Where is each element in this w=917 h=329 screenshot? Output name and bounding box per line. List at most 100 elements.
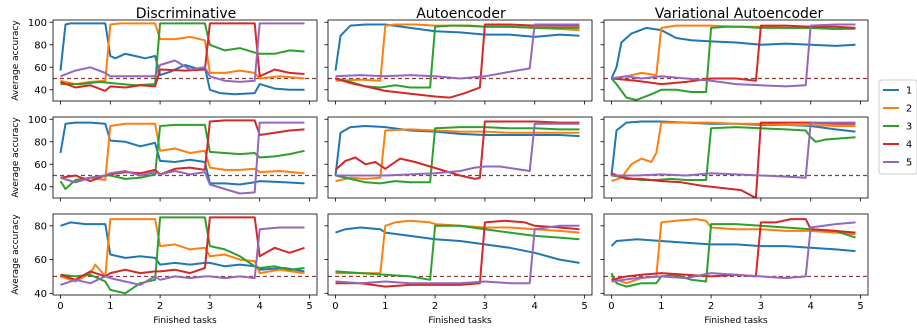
- series-line-3: [610, 223, 856, 288]
- axes-frame: [327, 213, 593, 296]
- panel-r2-c0: 40 60 80 0 1 2 3 4 5 Average accuracy Finished tas…: [11, 213, 318, 326]
- axes-frame: [603, 19, 869, 102]
- legend-item-5: 5: [883, 158, 912, 169]
- panel-r0-c1: [324, 19, 593, 105]
- y-tick-label: 40: [34, 289, 47, 300]
- panel-r1-c0: 40 60 80 100 Average accuracy: [11, 115, 318, 202]
- series-line-3: [335, 126, 580, 185]
- x-tick-label: 4: [532, 301, 538, 312]
- x-tick-label: 3: [758, 301, 764, 312]
- y-tick-label: 80: [34, 137, 47, 148]
- x-tick-label: 0: [332, 301, 338, 312]
- column-title-autoencoder: Autoencoder: [416, 6, 506, 22]
- x-tick-label: 1: [658, 301, 664, 312]
- panel-r2-c2: 0 1 2 3 4 5 Finished tasks: [600, 213, 869, 326]
- y-axis-label: Average accuracy: [11, 117, 21, 198]
- series-line-4: [611, 121, 856, 198]
- x-tick-label: 2: [708, 301, 714, 312]
- panel-r2-c1: 0 1 2 3 4 5 Finished tasks: [324, 213, 593, 326]
- series-line-1: [59, 22, 305, 96]
- legend-label: 3: [906, 122, 912, 133]
- axes-frame: [327, 19, 593, 102]
- legend-label: 1: [906, 86, 912, 97]
- series-line-3: [610, 25, 856, 101]
- panel-r0-c0: 40 60 80 100 Average accuracy: [11, 18, 318, 105]
- column-title-variational-autoencoder: Variational Autoencoder: [655, 6, 824, 22]
- x-axis-label: Finished tasks: [428, 316, 492, 326]
- series-line-4: [335, 219, 580, 288]
- x-tick-label: 0: [57, 301, 63, 312]
- series-line-5: [335, 224, 580, 285]
- plot-area: [604, 117, 868, 198]
- plot-area: [604, 20, 868, 101]
- y-tick-label: 100: [28, 115, 47, 126]
- x-tick-label: 1: [107, 301, 113, 312]
- axes-frame: [603, 116, 869, 199]
- x-tick-label: 4: [257, 301, 263, 312]
- plot-area: [328, 117, 592, 198]
- x-tick-label: 0: [608, 301, 614, 312]
- series-line-1: [335, 226, 580, 264]
- series-line-4: [335, 23, 580, 99]
- x-tick-label: 2: [157, 301, 163, 312]
- series-line-2: [611, 121, 856, 183]
- axes-frame: [603, 213, 869, 296]
- legend-item-1: 1: [883, 86, 912, 97]
- x-tick-label: 2: [432, 301, 438, 312]
- legend-items: 1 2 3 4 5: [883, 86, 912, 169]
- axes-frame: [52, 213, 318, 296]
- y-tick-label: 60: [34, 160, 47, 171]
- series-line-5: [60, 121, 305, 195]
- y-tick-label: 40: [34, 85, 47, 96]
- legend-label: 4: [906, 140, 912, 151]
- series-line-5: [60, 22, 305, 83]
- x-tick-label: 5: [306, 301, 312, 312]
- y-axis-label: Average accuracy: [11, 214, 21, 295]
- x-tick-label: 1: [382, 301, 388, 312]
- x-tick-label: 5: [581, 301, 587, 312]
- axes-frame: [327, 116, 593, 199]
- series-line-5: [611, 121, 856, 179]
- y-axis-label: Average accuracy: [11, 20, 21, 101]
- series-line-2: [335, 219, 580, 275]
- y-tick-label: 80: [34, 40, 47, 51]
- legend-label: 2: [906, 104, 912, 115]
- x-axis-label: Finished tasks: [153, 316, 217, 326]
- series-line-1: [610, 26, 856, 79]
- series-line-4: [611, 24, 856, 86]
- series-line-1: [59, 121, 305, 186]
- legend-label: 5: [906, 158, 912, 169]
- x-tick-label: 4: [808, 301, 814, 312]
- y-tick-label: 80: [34, 221, 47, 232]
- series-line-3: [60, 216, 305, 295]
- x-tick-label: 3: [207, 301, 213, 312]
- legend-item-3: 3: [883, 122, 912, 133]
- y-tick-label: 40: [34, 182, 47, 193]
- legend: 1 2 3 4 5: [878, 79, 917, 175]
- series-line-5: [611, 221, 856, 283]
- x-axis-label: Finished tasks: [704, 316, 768, 326]
- series-line-4: [334, 120, 580, 180]
- series-line-5: [335, 23, 580, 80]
- x-tick-label: 5: [857, 301, 863, 312]
- y-tick-label: 60: [34, 63, 47, 74]
- axes-frame: [52, 19, 318, 102]
- x-tick-label: 3: [482, 301, 488, 312]
- plot-area: [53, 117, 317, 198]
- series-line-5: [335, 122, 580, 177]
- plot-area: [604, 214, 868, 295]
- axes-frame: [52, 116, 318, 199]
- series-line-1: [610, 238, 856, 253]
- panel-r1-c2: [600, 116, 869, 202]
- series-line-4: [60, 22, 305, 92]
- y-tick-label: 60: [34, 255, 47, 266]
- panel-r1-c1: [324, 116, 593, 202]
- panel-r0-c2: [600, 19, 869, 105]
- series-line-3: [60, 22, 305, 87]
- series-line-2: [60, 218, 305, 283]
- legend-item-2: 2: [883, 104, 912, 115]
- legend-item-4: 4: [883, 140, 912, 151]
- series-line-2: [60, 122, 305, 184]
